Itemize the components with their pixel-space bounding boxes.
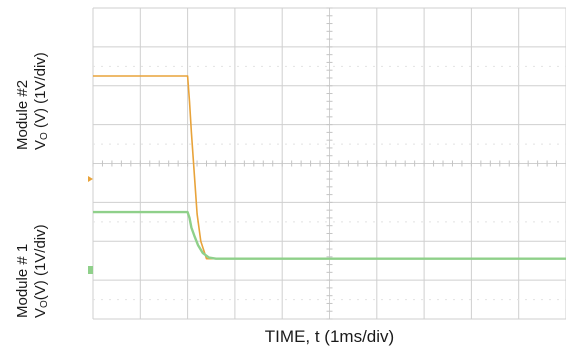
channel-marker (88, 176, 93, 182)
trace-line (93, 75, 566, 260)
y-label-module2: Module #2 VO (V) (1V/div) (14, 52, 54, 150)
trace-layer (88, 75, 566, 274)
channel-marker (88, 266, 93, 274)
y-label-module1-line2: VO(V) (1V/div) (32, 224, 50, 318)
trace-line (93, 210, 566, 260)
y-label-module2-line1: Module #2 (14, 79, 31, 150)
y-label-module2-line2: VO (V) (1V/div) (32, 52, 50, 150)
y-label-module1: Module # 1 VO(V) (1V/div) (14, 224, 54, 318)
x-axis-label: TIME, t (1ms/div) (264, 327, 395, 346)
plot-grid (92, 7, 566, 320)
y-label-module1-line1: Module # 1 (14, 243, 31, 318)
